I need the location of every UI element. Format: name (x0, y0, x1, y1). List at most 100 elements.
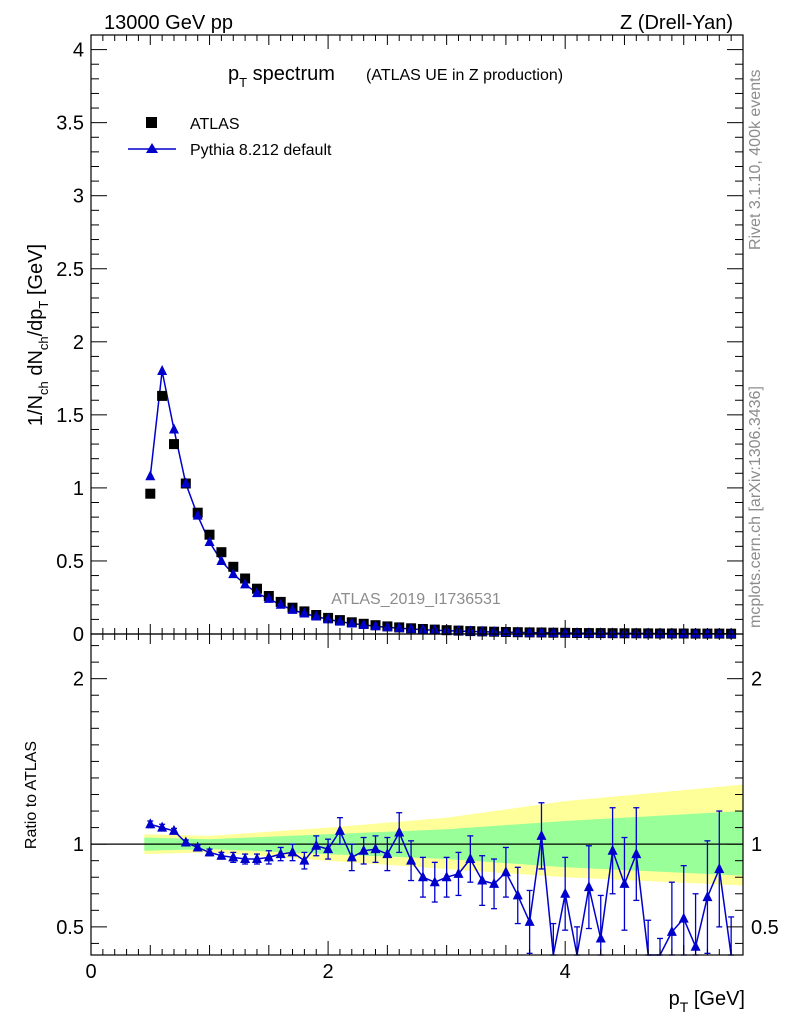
pythia-data-point (157, 365, 168, 376)
ratio-data-point (607, 844, 618, 855)
ratio-data-point (145, 818, 156, 829)
main-y-tick-label: 0.5 (56, 551, 84, 573)
ratio-data-point (394, 826, 405, 837)
ratio-data-point (168, 824, 179, 835)
pythia-data-point (145, 470, 156, 481)
pythia-data-point (251, 587, 262, 598)
analysis-watermark: ATLAS_2019_I1736531 (331, 591, 501, 608)
ratio-data-point (192, 841, 203, 852)
main-y-tick-label: 2 (73, 332, 84, 354)
ratio-data-point (631, 848, 642, 859)
pythia-data-point (216, 554, 227, 565)
ratio-data-point (512, 889, 523, 900)
pythia-data-point (394, 622, 405, 633)
pythia-data-point (275, 598, 286, 609)
ratio-data-point (453, 867, 464, 878)
ratio-data-point (370, 843, 381, 854)
atlas-data-point (157, 390, 168, 401)
ratio-data-point (334, 824, 345, 835)
ratio-data-point (429, 876, 440, 887)
x-tick-label: 4 (560, 961, 571, 983)
legend: ATLAS Pythia 8.212 default (128, 116, 332, 159)
pythia-data-point (358, 618, 369, 629)
main-ylabel: 1/Nch dNch/dpT [GeV] (25, 244, 51, 426)
ratio-data-point (595, 932, 606, 943)
pythia-data-point (168, 423, 179, 434)
ratio-data-point (240, 853, 251, 864)
atlas-data-point (204, 529, 215, 540)
ratio-data-point (477, 874, 488, 885)
pythia-data-point (240, 578, 251, 589)
ratio-ylabel: Ratio to ATLAS (23, 741, 40, 849)
mcplots-label: mcplots.cern.ch [arXiv:1306.3436] (747, 386, 764, 628)
ratio-data-point (465, 853, 476, 864)
pythia-data-point (204, 535, 215, 546)
ratio-y-tick-label-right: 1 (751, 834, 762, 856)
ratio-data-point (702, 891, 713, 902)
pythia-data-point (370, 620, 381, 631)
main-title: pT spectrum (228, 63, 335, 90)
legend-pythia-marker (146, 143, 158, 153)
main-frame (90, 34, 744, 635)
ratio-data-point (560, 887, 571, 898)
atlas-data-point (216, 547, 227, 558)
ratio-xlabel: pT [GeV] (669, 988, 745, 1015)
ratio-y-tick-label-right: 0.5 (751, 917, 779, 939)
main-title-p: p (228, 63, 239, 85)
ratio-data-point (583, 881, 594, 892)
ratio-data-point (619, 877, 630, 888)
main-y-tick-label: 1 (73, 478, 84, 500)
ratio-data-point (299, 854, 310, 865)
pythia-data-point (311, 610, 322, 621)
pythia-data-point (334, 615, 345, 626)
ratio-data-point (666, 925, 677, 936)
pythia-data-point (299, 607, 310, 618)
pythia-data-point (323, 613, 334, 624)
ratio-panel: 0 2 4 0.5 0.5 1 1 2 2 (56, 633, 779, 983)
atlas-data-point (145, 488, 156, 499)
pythia-data-point (263, 592, 274, 603)
ratio-data-point (500, 866, 511, 877)
ratio-band-inner (144, 811, 744, 876)
legend-pythia-label: Pythia 8.212 default (190, 142, 332, 159)
ratio-data-point (323, 843, 334, 854)
ratio-data-point (406, 854, 417, 865)
ratio-data-point (346, 851, 357, 862)
atlas-data-point (169, 439, 179, 450)
pythia-data-point (287, 603, 298, 614)
ratio-data-point (216, 849, 227, 860)
pythia-data-point (228, 568, 239, 579)
main-title-sub: T (239, 75, 247, 90)
ratio-data-point (382, 848, 393, 859)
ratio-data-point (180, 836, 191, 847)
x-tick-label: 0 (85, 961, 96, 983)
ratio-data-point (275, 848, 286, 859)
legend-atlas-marker (146, 117, 157, 128)
ratio-y-tick-label-left: 0.5 (56, 917, 84, 939)
pythia-data-point (192, 509, 203, 520)
ratio-data-point (536, 829, 547, 840)
main-y-tick-label: 3 (73, 186, 84, 208)
ratio-data-point (678, 912, 689, 923)
main-y-tick-label: 1.5 (56, 405, 84, 427)
legend-atlas-label: ATLAS (190, 116, 240, 133)
ratio-data-point (204, 846, 215, 857)
main-title-rest: spectrum (247, 63, 335, 85)
ratio-data-point (287, 846, 298, 857)
main-y-tick-label: 2.5 (56, 259, 84, 281)
ratio-data-point (358, 844, 369, 855)
atlas-data-point (228, 561, 239, 572)
ratio-data-point (311, 839, 322, 850)
ratio-y-tick-label-left: 2 (73, 669, 84, 691)
ratio-data-point (228, 851, 239, 862)
ratio-y-tick-label-right: 2 (751, 669, 762, 691)
main-y-tick-label: 3.5 (56, 113, 84, 135)
main-y-tick-label: 4 (73, 40, 84, 62)
ratio-data-point (489, 877, 500, 888)
header-right: Z (Drell-Yan) (620, 12, 733, 34)
ratio-data-point (714, 862, 725, 873)
ratio-data-point (524, 915, 535, 926)
header-left: 13000 GeV pp (104, 12, 233, 34)
ratio-data-point (251, 853, 262, 864)
